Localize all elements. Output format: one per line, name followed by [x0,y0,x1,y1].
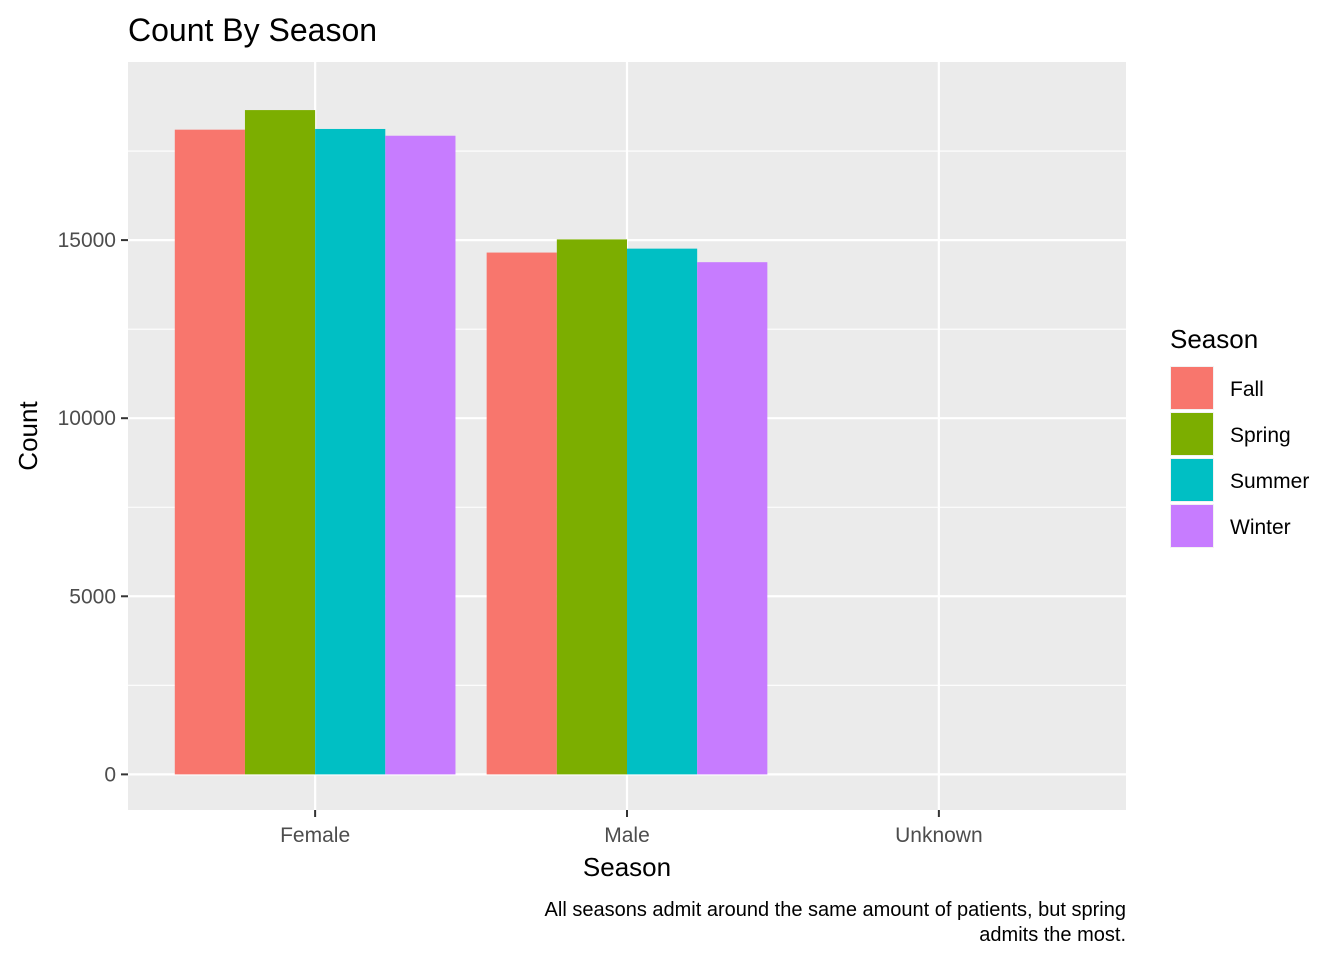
y-tick-label: 0 [104,763,116,786]
bar-winter-male [697,262,768,775]
legend-swatch-fall [1171,367,1213,409]
y-tick-label: 5000 [69,585,116,608]
caption-line-1: All seasons admit around the same amount… [545,899,1126,921]
x-axis: Female Male Unknown [280,810,983,847]
caption: All seasons admit around the same amount… [545,899,1126,946]
bar-summer-male [627,248,698,775]
y-axis: 0 5000 10000 15000 [58,229,128,786]
x-tick-label: Unknown [895,824,983,847]
chart-title: Count By Season [128,12,377,48]
legend-label-winter: Winter [1230,516,1291,539]
legend-swatch-spring [1171,413,1213,455]
legend-swatch-summer [1171,459,1213,501]
x-tick-label: Male [604,824,650,847]
caption-line-2: admits the most. [979,924,1126,946]
bar-fall-female [174,129,245,775]
legend-label-fall: Fall [1230,378,1264,401]
x-tick-label: Female [280,824,350,847]
bar-summer-female [315,128,386,775]
y-tick-label: 10000 [58,407,116,430]
legend-label-summer: Summer [1230,470,1309,493]
bar-winter-female [385,135,456,775]
bar-fall-male [486,252,557,775]
legend: Season Fall Spring Summer Winter [1170,324,1309,548]
y-tick-label: 15000 [58,229,116,252]
legend-title: Season [1170,324,1258,354]
bar-spring-female [244,110,316,775]
bars [174,110,768,775]
bar-spring-male [556,239,627,775]
legend-label-spring: Spring [1230,424,1291,447]
x-axis-title: Season [583,852,671,882]
y-axis-title: Count [13,401,43,471]
legend-swatch-winter [1171,505,1213,547]
